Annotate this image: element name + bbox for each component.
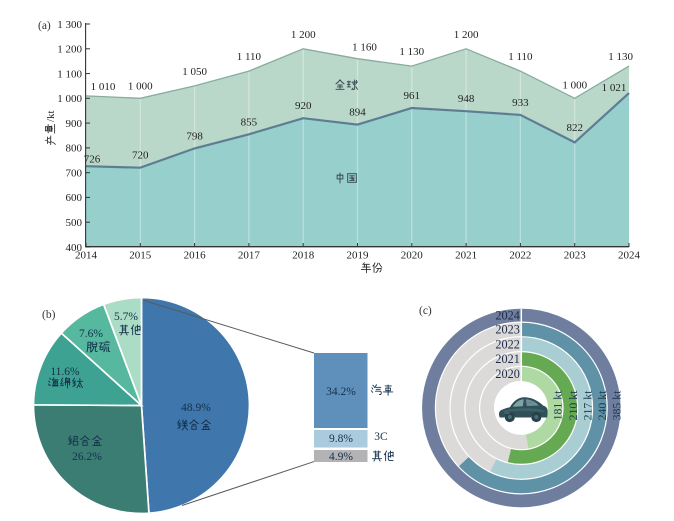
- svg-text:2018: 2018: [292, 250, 315, 262]
- svg-text:1 160: 1 160: [352, 42, 377, 54]
- svg-text:1 000: 1 000: [562, 79, 587, 91]
- svg-text:600: 600: [66, 192, 83, 204]
- svg-text:181 kt: 181 kt: [551, 390, 565, 421]
- svg-text:2020: 2020: [495, 367, 519, 381]
- svg-text:855: 855: [241, 116, 258, 128]
- svg-text:1 110: 1 110: [508, 51, 533, 63]
- svg-text:500: 500: [66, 217, 83, 229]
- svg-text:26.2%: 26.2%: [72, 451, 102, 463]
- svg-text:1 110: 1 110: [237, 51, 262, 63]
- svg-text:1 000: 1 000: [57, 93, 82, 105]
- svg-text:(a): (a): [38, 20, 51, 32]
- svg-text:7.6%: 7.6%: [79, 328, 103, 340]
- svg-text:5.7%: 5.7%: [114, 311, 138, 323]
- svg-text:1 200: 1 200: [57, 44, 82, 56]
- svg-text:961: 961: [404, 90, 421, 102]
- svg-text:798: 798: [186, 130, 203, 142]
- svg-text:11.6%: 11.6%: [50, 366, 80, 378]
- svg-text:1 300: 1 300: [57, 19, 82, 31]
- svg-text:2017: 2017: [238, 250, 261, 262]
- svg-text:948: 948: [458, 93, 475, 105]
- svg-text:4.9%: 4.9%: [329, 451, 353, 463]
- svg-text:48.9%: 48.9%: [181, 402, 211, 414]
- svg-text:822: 822: [566, 122, 583, 134]
- svg-text:2019: 2019: [347, 250, 370, 262]
- svg-text:2016: 2016: [184, 250, 207, 262]
- svg-text:3C: 3C: [374, 431, 388, 443]
- svg-text:2022: 2022: [495, 337, 519, 351]
- svg-text:240 kt: 240 kt: [595, 390, 609, 421]
- svg-text:2021: 2021: [455, 250, 477, 262]
- svg-text:2022: 2022: [509, 250, 531, 262]
- svg-text:900: 900: [66, 118, 83, 130]
- svg-text:1 050: 1 050: [182, 66, 207, 78]
- svg-text:(c): (c): [419, 305, 432, 317]
- svg-text:1 100: 1 100: [57, 68, 82, 80]
- svg-text:2024: 2024: [618, 250, 641, 262]
- svg-text:2020: 2020: [401, 250, 424, 262]
- svg-text:2021: 2021: [495, 352, 519, 366]
- svg-text:933: 933: [512, 97, 529, 109]
- svg-text:700: 700: [66, 168, 83, 180]
- svg-text:34.2%: 34.2%: [326, 386, 356, 398]
- svg-text:2023: 2023: [564, 250, 587, 262]
- svg-text:(b): (b): [42, 309, 56, 321]
- svg-text:400: 400: [66, 242, 83, 254]
- svg-text:1 200: 1 200: [454, 29, 479, 41]
- svg-text:1 200: 1 200: [291, 29, 316, 41]
- svg-text:726: 726: [84, 154, 101, 166]
- svg-text:1 130: 1 130: [608, 51, 633, 63]
- svg-text:2023: 2023: [495, 323, 519, 337]
- svg-text:720: 720: [132, 150, 149, 162]
- svg-text:2015: 2015: [129, 250, 152, 262]
- svg-text:210 kt: 210 kt: [566, 390, 580, 421]
- svg-text:894: 894: [349, 107, 366, 119]
- svg-text:385 kt: 385 kt: [610, 390, 624, 421]
- svg-text:/kt: /kt: [45, 110, 57, 122]
- svg-text:1 021: 1 021: [602, 82, 627, 94]
- svg-text:2024: 2024: [495, 309, 519, 323]
- svg-text:9.8%: 9.8%: [329, 433, 353, 445]
- svg-text:920: 920: [295, 100, 312, 112]
- svg-text:2014: 2014: [75, 250, 98, 262]
- svg-text:1 010: 1 010: [91, 81, 116, 93]
- svg-text:1 000: 1 000: [128, 80, 153, 92]
- svg-text:800: 800: [66, 143, 83, 155]
- svg-text:1 130: 1 130: [399, 46, 424, 58]
- svg-text:217 kt: 217 kt: [581, 390, 595, 421]
